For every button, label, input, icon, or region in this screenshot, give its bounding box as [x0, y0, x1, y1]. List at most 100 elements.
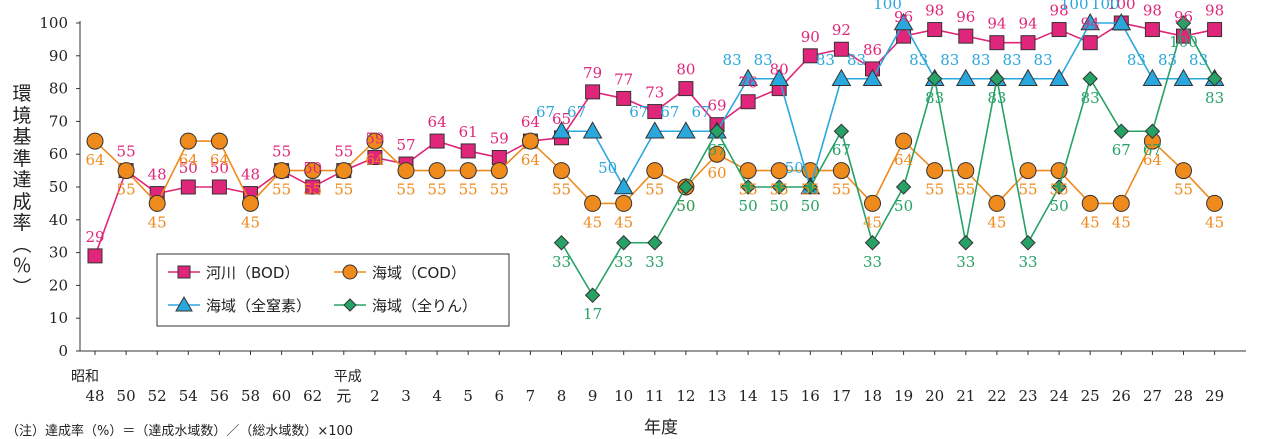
- y-axis-label-char: 成: [12, 190, 32, 213]
- marker-triangle: [676, 121, 696, 139]
- marker-square: [616, 90, 632, 106]
- data-label: 100: [1107, 0, 1136, 13]
- marker-diamond: [1051, 179, 1067, 195]
- data-label: 83: [723, 51, 742, 69]
- data-label: 50: [676, 197, 695, 215]
- data-label: 17: [583, 305, 602, 323]
- marker-triangle: [769, 68, 790, 87]
- marker-triangle: [551, 121, 572, 139]
- data-label: 83: [1002, 51, 1021, 69]
- y-tick-label: 60: [49, 145, 68, 163]
- marker-circle: [304, 162, 322, 180]
- x-tick-label: 10: [614, 387, 633, 405]
- data-label: 83: [1189, 51, 1208, 69]
- data-label: 57: [396, 136, 415, 154]
- y-axis-label-char: 基: [12, 126, 32, 148]
- marker-diamond: [802, 179, 819, 195]
- data-label: 83: [754, 51, 773, 69]
- x-tick-label: 26: [1112, 387, 1131, 405]
- data-label: 96: [894, 8, 913, 26]
- data-label: 64: [210, 151, 229, 169]
- marker-triangle: [613, 176, 634, 195]
- y-tick-label: 100: [39, 14, 68, 32]
- marker-square: [833, 41, 849, 57]
- marker-circle: [1175, 162, 1192, 180]
- marker-square: [1144, 22, 1160, 38]
- marker-square: [460, 143, 476, 159]
- data-label: 50: [303, 159, 322, 177]
- data-label: 48: [148, 166, 167, 184]
- data-label: 55: [552, 181, 571, 199]
- data-label: 90: [801, 28, 820, 46]
- x-tick-label: 9: [588, 387, 598, 405]
- x-tick-label: 52: [148, 387, 167, 405]
- data-label: 59: [365, 129, 384, 147]
- data-label: 83: [971, 51, 990, 69]
- data-label: 55: [1050, 181, 1069, 199]
- x-tick-label: 48: [85, 387, 104, 405]
- x-tick-label: 7: [526, 387, 536, 405]
- data-label: 67: [832, 141, 851, 159]
- data-label: 45: [1081, 213, 1100, 231]
- data-label: 64: [85, 151, 104, 169]
- marker-circle: [1081, 194, 1099, 212]
- data-label: 55: [1174, 181, 1193, 199]
- data-label: 67: [691, 103, 710, 121]
- marker-square: [989, 35, 1005, 51]
- data-label: 50: [894, 197, 913, 215]
- data-label: 33: [614, 253, 633, 271]
- marker-circle: [428, 162, 446, 180]
- marker-circle: [342, 264, 358, 280]
- data-label: 33: [645, 253, 664, 271]
- y-axis-label-char: ％: [12, 255, 32, 277]
- data-label: 67: [536, 103, 555, 121]
- marker-triangle: [175, 295, 193, 312]
- data-label: 96: [1174, 8, 1193, 26]
- data-label: 45: [241, 213, 260, 231]
- data-label: 98: [925, 2, 944, 20]
- marker-diamond: [1175, 15, 1192, 31]
- marker-diamond: [1082, 71, 1098, 87]
- data-label: 94: [1018, 15, 1037, 33]
- marker-triangle: [1018, 68, 1038, 87]
- marker-square: [1082, 35, 1098, 51]
- data-label: 55: [428, 181, 447, 199]
- x-tick-label: 25: [1081, 387, 1100, 405]
- x-tick-label: 56: [210, 387, 229, 405]
- data-label: 92: [832, 21, 851, 39]
- marker-circle: [739, 162, 757, 180]
- data-label: 55: [645, 181, 664, 199]
- marker-square: [802, 48, 818, 64]
- y-axis-label-char: 境: [12, 104, 32, 127]
- x-tick-label: 62: [303, 387, 322, 405]
- data-label: 67: [1112, 141, 1131, 159]
- y-tick-label: 30: [49, 244, 68, 262]
- marker-diamond: [958, 235, 974, 251]
- marker-square: [305, 179, 321, 195]
- series-lines: [86, 12, 1225, 303]
- data-label: 50: [785, 159, 804, 177]
- marker-circle: [584, 194, 602, 212]
- data-label: 33: [956, 253, 975, 271]
- x-tick-label: 15: [770, 387, 789, 405]
- x-tick-label: 29: [1205, 387, 1224, 405]
- marker-diamond: [833, 123, 850, 139]
- marker-triangle: [582, 121, 603, 139]
- data-label: 50: [739, 197, 758, 215]
- marker-triangle: [1049, 68, 1069, 87]
- data-label: 83: [909, 51, 928, 69]
- data-label: 67: [567, 103, 586, 121]
- data-label: 45: [614, 213, 633, 231]
- marker-triangle: [831, 68, 852, 87]
- data-label: 50: [598, 159, 617, 177]
- legend-label: 河川（BOD）: [206, 264, 299, 282]
- data-label: 94: [1081, 15, 1100, 33]
- marker-square: [678, 81, 694, 97]
- x-tick-label: 21: [956, 387, 975, 405]
- marker-diamond: [864, 235, 881, 251]
- y-tick-label: 10: [49, 309, 68, 327]
- y-tick-label: 40: [49, 211, 68, 229]
- data-label: 100: [1091, 0, 1120, 13]
